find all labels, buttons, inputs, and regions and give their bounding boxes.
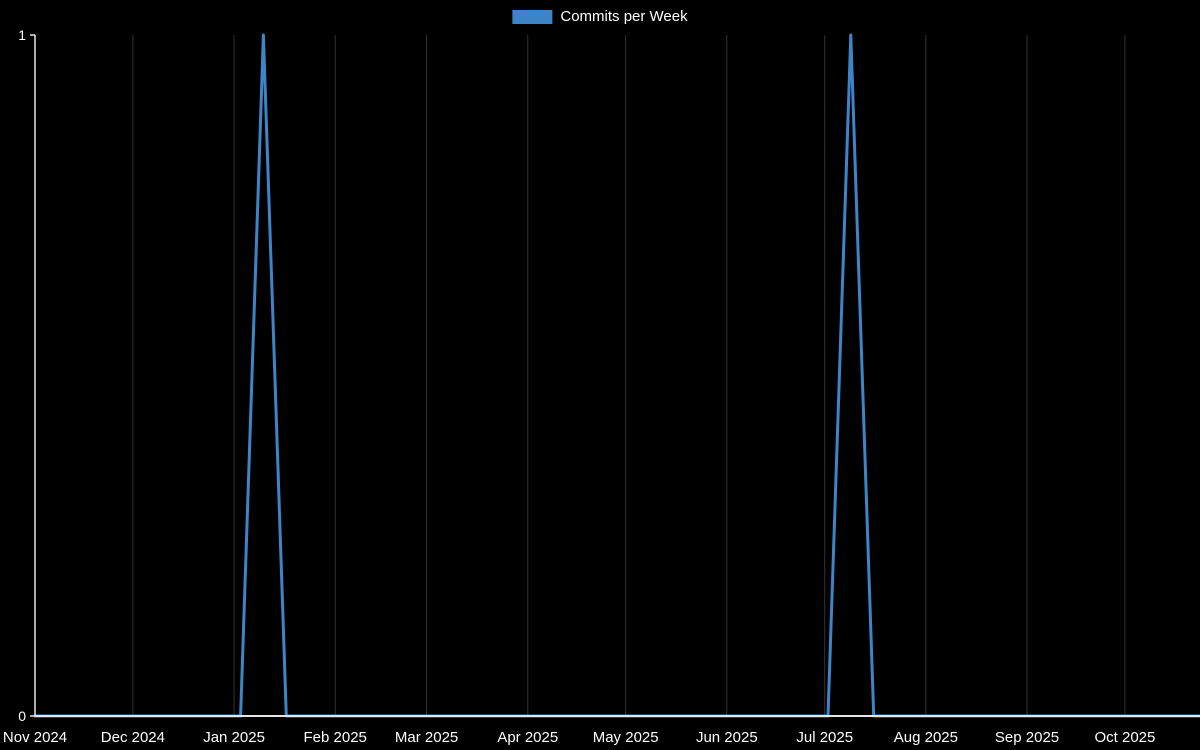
x-tick-label: Dec 2024 xyxy=(101,729,165,746)
y-tick-label: 0 xyxy=(18,708,26,724)
x-tick-label: Jun 2025 xyxy=(696,729,758,746)
y-tick-label: 1 xyxy=(18,27,26,43)
x-tick-label: Mar 2025 xyxy=(395,729,458,746)
x-tick-label: Feb 2025 xyxy=(304,729,367,746)
x-tick-label: Nov 2024 xyxy=(3,729,67,746)
legend-swatch xyxy=(512,10,553,24)
x-tick-label: Apr 2025 xyxy=(497,729,558,746)
x-tick-label: Aug 2025 xyxy=(894,729,958,746)
x-tick-label: Sep 2025 xyxy=(995,729,1059,746)
series-line-commits-per-week xyxy=(33,33,1200,718)
legend: Commits per Week xyxy=(512,8,688,26)
x-tick-label: Jan 2025 xyxy=(203,729,265,746)
x-tick-label: Jul 2025 xyxy=(796,729,853,746)
legend-item-commits-per-week[interactable]: Commits per Week xyxy=(512,8,688,26)
legend-label: Commits per Week xyxy=(560,8,688,25)
x-tick-label: Oct 2025 xyxy=(1095,729,1156,746)
x-tick-label: May 2025 xyxy=(593,729,659,746)
